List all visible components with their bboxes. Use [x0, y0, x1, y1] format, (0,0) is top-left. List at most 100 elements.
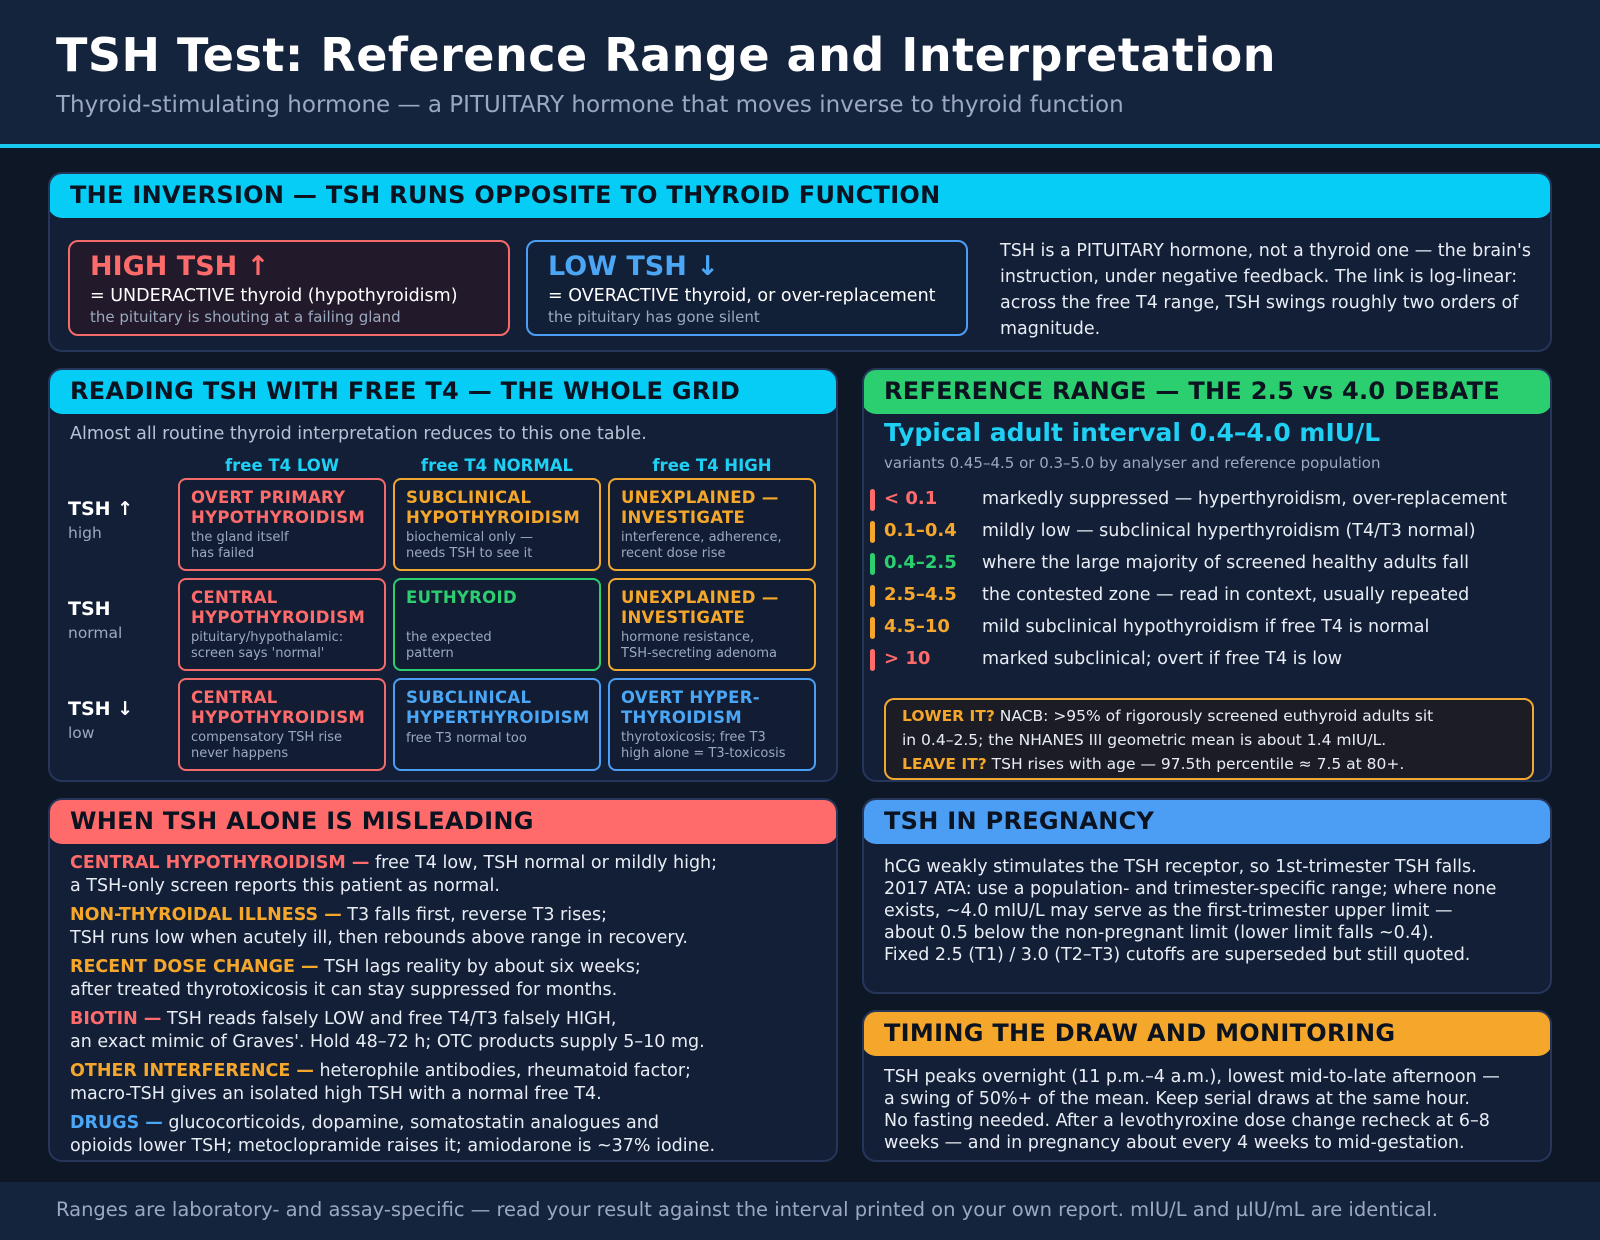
- inversion-heading: THE INVERSION — TSH RUNS OPPOSITE TO THY…: [50, 174, 1550, 218]
- row-header-sublabel: high: [68, 524, 102, 542]
- timing-panel: TIMING THE DRAW AND MONITORING TSH peaks…: [862, 1010, 1552, 1162]
- cell-diagnosis: CENTRAL HYPOTHYROIDISM: [191, 688, 366, 727]
- range-marker: [870, 649, 875, 671]
- grid-column-header: free T4 LOW: [224, 456, 340, 475]
- grid-column-header: free T4 HIGH: [652, 456, 772, 475]
- grid-intro: Almost all routine thyroid interpretatio…: [70, 424, 647, 444]
- high-tsh-note: the pituitary is shouting at a failing g…: [90, 308, 401, 326]
- grid-cell: CENTRAL HYPOTHYROIDISM pituitary/hypothal…: [178, 578, 386, 671]
- grid-cell: UNEXPLAINED — INVESTIGATE hormone resista…: [608, 578, 816, 671]
- grid-cell: EUTHYROID the expected pattern: [393, 578, 601, 671]
- cell-diagnosis: SUBCLINICAL HYPERTHYROIDISM: [406, 688, 590, 727]
- footer: Ranges are laboratory- and assay-specifi…: [0, 1182, 1600, 1240]
- row-header-label: TSH ↑: [68, 498, 134, 520]
- range-marker: [870, 617, 875, 639]
- range-description: the contested zone — read in context, us…: [982, 585, 1470, 605]
- misleading-text: heterophile antibodies, rheumatoid facto…: [70, 1061, 691, 1104]
- misleading-label: NON-THYROIDAL ILLNESS —: [70, 905, 342, 925]
- grid-panel: READING TSH WITH FREE T4 — THE WHOLE GRI…: [48, 368, 838, 782]
- leave-it-label: LEAVE IT?: [902, 755, 987, 773]
- row-header-sublabel: normal: [68, 624, 123, 642]
- range-description: mildly low — subclinical hyperthyroidism…: [982, 521, 1476, 541]
- misleading-list: CENTRAL HYPOTHYROIDISM — free T4 low, TS…: [70, 852, 830, 1160]
- page-subtitle: Thyroid-stimulating hormone — a PITUITAR…: [56, 92, 1124, 118]
- cell-diagnosis: CENTRAL HYPOTHYROIDISM: [191, 588, 366, 627]
- header: TSH Test: Reference Range and Interpreta…: [0, 0, 1600, 148]
- page-title: TSH Test: Reference Range and Interpreta…: [56, 28, 1276, 82]
- high-tsh-title: HIGH TSH ↑: [90, 251, 270, 282]
- cell-diagnosis: EUTHYROID: [406, 588, 517, 607]
- range-marker: [870, 521, 875, 543]
- misleading-item: RECENT DOSE CHANGE — TSH lags reality by…: [70, 956, 830, 1002]
- range-value: < 0.1: [884, 488, 938, 509]
- low-tsh-box: LOW TSH ↓ = OVERACTIVE thyroid, or over-…: [526, 240, 968, 336]
- cell-description: compensatory TSH rise never happens: [191, 730, 343, 761]
- misleading-text: glucocorticoids, dopamine, somatostatin …: [70, 1113, 716, 1156]
- grid-cell: UNEXPLAINED — INVESTIGATE interference, a…: [608, 478, 816, 571]
- inversion-explanation: TSH is a PITUITARY hormone, not a thyroi…: [1000, 241, 1531, 339]
- misleading-label: RECENT DOSE CHANGE —: [70, 957, 319, 977]
- misleading-text: TSH reads falsely LOW and free T4/T3 fal…: [70, 1009, 705, 1052]
- range-description: markedly suppressed — hyperthyroidism, o…: [982, 489, 1507, 509]
- range-description: marked subclinical; overt if free T4 is …: [982, 649, 1343, 669]
- low-tsh-meaning: = OVERACTIVE thyroid, or over-replacemen…: [548, 286, 936, 306]
- grid-row-header: TSH ↓ low: [68, 698, 168, 742]
- misleading-item: BIOTIN — TSH reads falsely LOW and free …: [70, 1008, 830, 1054]
- range-value: 4.5–10: [884, 616, 950, 637]
- misleading-label: OTHER INTERFERENCE —: [70, 1061, 314, 1081]
- range-marker: [870, 585, 875, 607]
- misleading-label: CENTRAL HYPOTHYROIDISM —: [70, 853, 370, 873]
- reference-variants: variants 0.45–4.5 or 0.3–5.0 by analyser…: [884, 454, 1381, 472]
- cell-description: interference, adherence, recent dose ris…: [621, 530, 782, 561]
- range-marker: [870, 489, 875, 511]
- cell-diagnosis: UNEXPLAINED — INVESTIGATE: [621, 588, 779, 627]
- cell-description: the expected pattern: [406, 630, 492, 661]
- grid-column-header: free T4 NORMAL: [420, 456, 574, 475]
- high-tsh-meaning: = UNDERACTIVE thyroid (hypothyroidism): [90, 286, 458, 306]
- misleading-item: OTHER INTERFERENCE — heterophile antibod…: [70, 1060, 830, 1106]
- inversion-panel: THE INVERSION — TSH RUNS OPPOSITE TO THY…: [48, 172, 1552, 352]
- cell-diagnosis: OVERT HYPER- THYROIDISM: [621, 688, 760, 727]
- row-header-label: TSH: [68, 598, 111, 620]
- cell-description: hormone resistance, TSH-secreting adenom…: [621, 630, 778, 661]
- range-value: 0.1–0.4: [884, 520, 957, 541]
- misleading-heading: WHEN TSH ALONE IS MISLEADING: [50, 800, 836, 844]
- range-row: 0.1–0.4 mildly low — subclinical hyperthy…: [870, 520, 1540, 544]
- timing-heading: TIMING THE DRAW AND MONITORING: [864, 1012, 1550, 1056]
- lower-it-text-2: in 0.4–2.5; the NHANES III geometric mea…: [902, 731, 1387, 749]
- range-value: > 10: [884, 648, 931, 669]
- range-row: < 0.1 markedly suppressed — hyperthyroidi…: [870, 488, 1540, 512]
- misleading-panel: WHEN TSH ALONE IS MISLEADING CENTRAL HYP…: [48, 798, 838, 1162]
- cell-description: pituitary/hypothalamic: screen says 'nor…: [191, 630, 344, 661]
- reference-panel: REFERENCE RANGE — THE 2.5 vs 4.0 DEBATE …: [862, 368, 1552, 782]
- misleading-label: BIOTIN —: [70, 1009, 162, 1029]
- row-header-label: TSH ↓: [68, 698, 134, 720]
- lower-it-label: LOWER IT?: [902, 707, 995, 725]
- cell-description: biochemical only — needs TSH to see it: [406, 530, 533, 561]
- misleading-item: DRUGS — glucocorticoids, dopamine, somat…: [70, 1112, 830, 1158]
- grid-row-header: TSH normal: [68, 598, 168, 642]
- lower-it-text: NACB: >95% of rigorously screened euthyr…: [994, 707, 1434, 725]
- misleading-item: NON-THYROIDAL ILLNESS — T3 falls first, …: [70, 904, 830, 950]
- reference-interval: Typical adult interval 0.4–4.0 mIU/L: [884, 418, 1381, 447]
- cell-diagnosis: SUBCLINICAL HYPOTHYROIDISM: [406, 488, 581, 527]
- range-row: 0.4–2.5 where the large majority of scree…: [870, 552, 1540, 576]
- range-row: > 10 marked subclinical; overt if free T4…: [870, 648, 1540, 672]
- grid-heading: READING TSH WITH FREE T4 — THE WHOLE GRI…: [50, 370, 836, 414]
- misleading-text: free T4 low, TSH normal or mildly high; …: [70, 853, 718, 896]
- low-tsh-note: the pituitary has gone silent: [548, 308, 760, 326]
- cell-diagnosis: OVERT PRIMARY HYPOTHYROIDISM: [191, 488, 366, 527]
- range-value: 2.5–4.5: [884, 584, 957, 605]
- pregnancy-text: hCG weakly stimulates the TSH receptor, …: [884, 857, 1497, 965]
- timing-text: TSH peaks overnight (11 p.m.–4 a.m.), lo…: [884, 1067, 1500, 1153]
- high-tsh-box: HIGH TSH ↑ = UNDERACTIVE thyroid (hypoth…: [68, 240, 510, 336]
- grid-cell: SUBCLINICAL HYPERTHYROIDISM free T3 norma…: [393, 678, 601, 771]
- low-tsh-title: LOW TSH ↓: [548, 251, 719, 282]
- cell-diagnosis: UNEXPLAINED — INVESTIGATE: [621, 488, 779, 527]
- pregnancy-heading: TSH IN PREGNANCY: [864, 800, 1550, 844]
- footer-note: Ranges are laboratory- and assay-specifi…: [56, 1198, 1438, 1221]
- leave-it-text: TSH rises with age — 97.5th percentile ≈…: [986, 755, 1405, 773]
- range-row: 2.5–4.5 the contested zone — read in cont…: [870, 584, 1540, 608]
- range-value: 0.4–2.5: [884, 552, 957, 573]
- grid-cell: OVERT PRIMARY HYPOTHYROIDISM the gland it…: [178, 478, 386, 571]
